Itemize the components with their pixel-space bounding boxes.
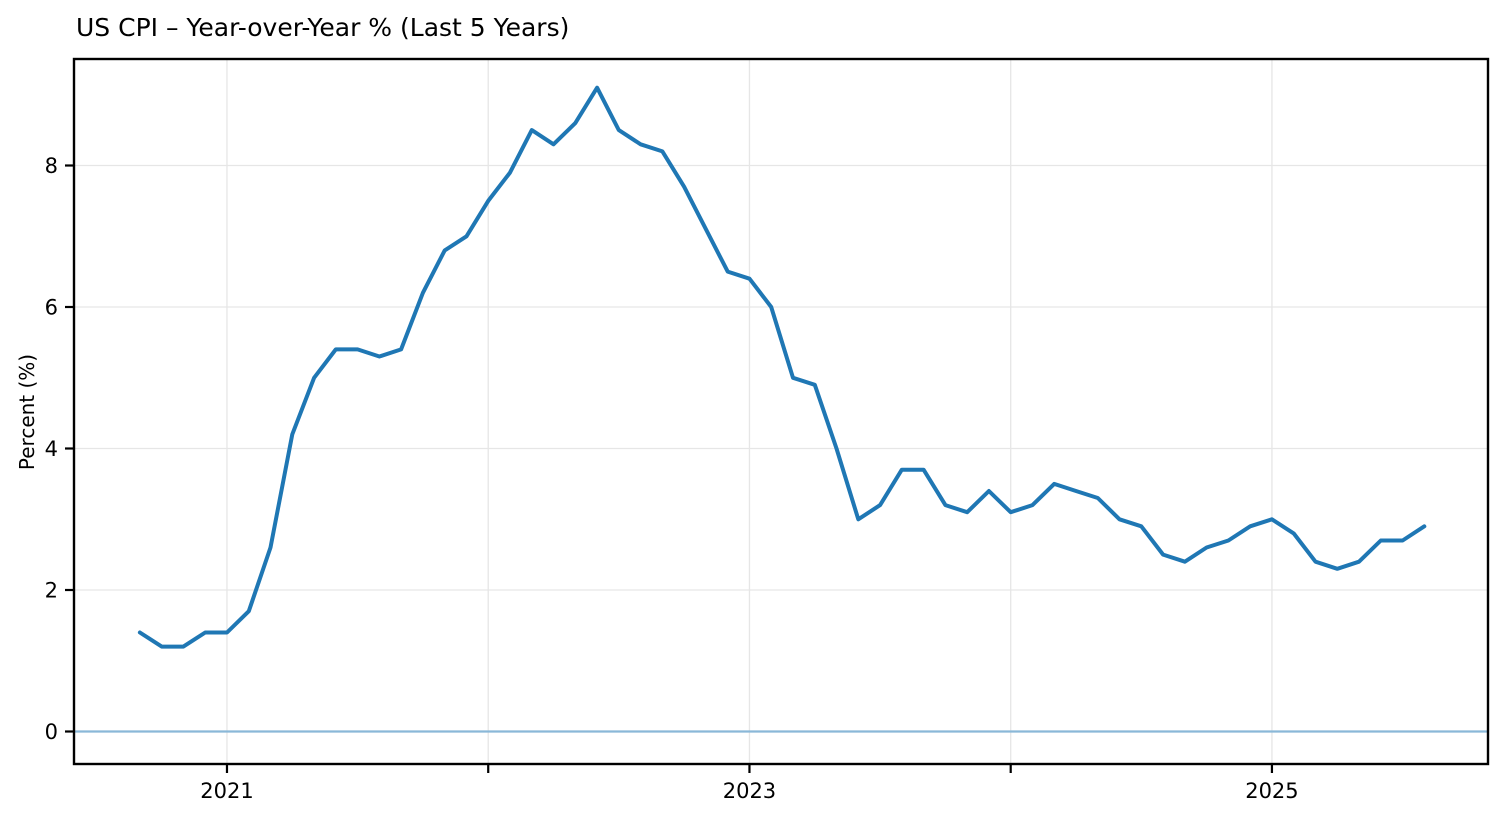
x-tick-marks	[225, 764, 1274, 773]
cpi-line-series	[137, 85, 1427, 649]
gridlines	[74, 59, 1488, 764]
y-tick-label-8: 8	[45, 154, 58, 178]
x-tick-label-2023: 2023	[723, 779, 776, 803]
x-tick-labels: 2021 2023 2025	[200, 779, 1298, 803]
y-tick-labels: 0 2 4 6 8	[45, 154, 58, 744]
y-tick-marks	[65, 164, 74, 733]
chart-title: US CPI – Year-over-Year % (Last 5 Years)	[76, 13, 570, 42]
y-tick-label-6: 6	[45, 296, 58, 320]
x-tick-label-2021: 2021	[200, 779, 253, 803]
plot-border	[72, 57, 1490, 766]
y-tick-label-4: 4	[45, 437, 58, 461]
y-tick-label-2: 2	[45, 579, 58, 603]
x-tick-label-2025: 2025	[1245, 779, 1298, 803]
y-tick-label-0: 0	[45, 720, 58, 744]
